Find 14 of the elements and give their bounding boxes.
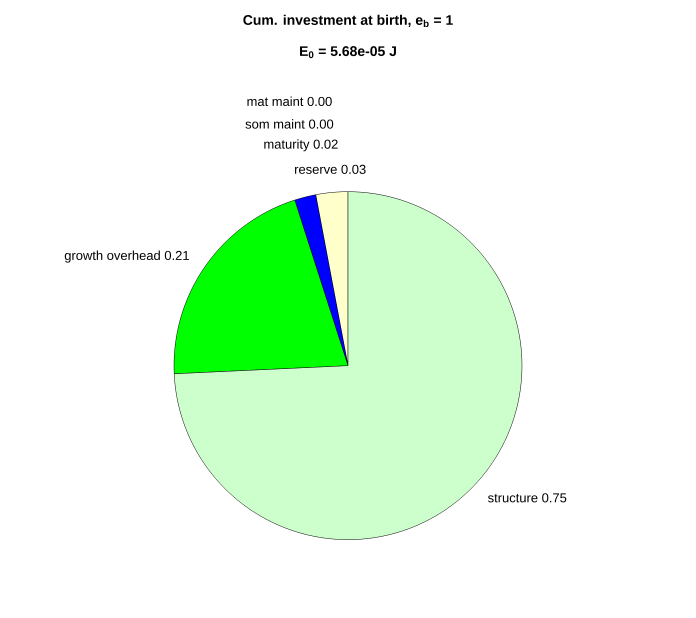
chart-title: Cum. investment at birth, e$_{b}$ = 1 <box>243 14 453 28</box>
text: 0.00 <box>308 120 334 129</box>
text: 0.00 <box>308 96 332 106</box>
category-label: som maint <box>246 119 305 129</box>
slice-label: structure <box>488 494 538 502</box>
category-label: mat maint <box>247 96 304 106</box>
data-label: 0.02 <box>314 140 338 149</box>
data-label: 0.75 <box>542 493 566 502</box>
data-label: 0.21 <box>164 250 189 260</box>
slice-label: growth overhead <box>64 250 160 263</box>
slice-label: maturity <box>264 139 310 152</box>
chart-subtitle: E$_{0}$ = 5.68e-05 J <box>300 46 396 58</box>
slice-label: reserve <box>295 166 337 174</box>
data-label: 0.03 <box>341 164 366 174</box>
